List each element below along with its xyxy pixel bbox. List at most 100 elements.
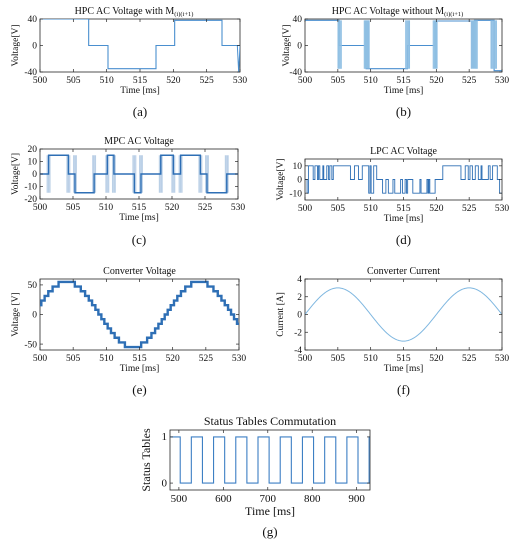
- series-line: [40, 154, 238, 194]
- chart-title-text: Converter Current: [367, 266, 440, 277]
- x-tick-label: 520: [166, 76, 181, 86]
- chart-a: 500 505 510 515 520 525 530 -40 0 40 HPC AC Voltag…: [11, 6, 247, 119]
- chart-title: MPC AC Voltage: [104, 136, 174, 147]
- x-tick-label: 525: [199, 354, 214, 364]
- y-tick-label: 0: [297, 176, 302, 186]
- panel-caption: (b): [396, 104, 411, 119]
- x-tick-label: 510: [99, 203, 114, 213]
- x-tick-label: 700: [260, 493, 277, 505]
- plot-area: [39, 278, 240, 351]
- x-tick-label: 515: [396, 204, 411, 214]
- x-axis-label: Time [ms]: [384, 86, 424, 96]
- y-tick-label: 0: [297, 311, 302, 321]
- y-tick-label: 0: [297, 42, 302, 52]
- chart-title-text: HPC AC Voltage with M: [75, 6, 175, 17]
- y-axis-label: Status Tables: [139, 428, 153, 492]
- x-axis-label: Time [ms]: [120, 86, 160, 96]
- x-tick-label: 530: [495, 204, 510, 214]
- x-tick-label: 510: [364, 354, 379, 364]
- chart-title-text: MPC AC Voltage: [104, 136, 174, 147]
- current-sine: [305, 287, 502, 342]
- x-tick-label: 500: [298, 354, 313, 364]
- y-tick-label: -40: [24, 68, 37, 78]
- chart-g: 500 600 700 800 900 0 1 Status Tables Commutati…: [139, 414, 371, 539]
- chart-title: Status Tables Commutation: [204, 414, 336, 428]
- x-tick-label: 500: [33, 203, 48, 213]
- staircase-voltage: [40, 280, 239, 349]
- plot-area: [169, 429, 371, 491]
- data-layer: [305, 19, 502, 72]
- data-layer: [305, 165, 502, 194]
- x-tick-label: 505: [331, 76, 346, 86]
- chart-title: LPC AC Voltage: [370, 146, 437, 157]
- y-axis-label: Voltage[V]: [11, 153, 21, 195]
- x-tick-label: 530: [495, 354, 510, 364]
- x-tick-label: 510: [100, 76, 115, 86]
- y-tick-label: -10: [289, 189, 302, 199]
- y-tick-label: 50: [28, 281, 38, 291]
- x-tick-label: 530: [233, 76, 248, 86]
- x-tick-label: 505: [331, 204, 346, 214]
- x-tick-label: 500: [298, 76, 313, 86]
- chart-f: 500 505 510 515 520 525 530 -4 -2 0 2 4 Converter Cu…: [276, 266, 509, 397]
- y-tick-label: 0: [32, 311, 37, 321]
- panel-caption: (e): [132, 382, 146, 397]
- x-tick-label: 510: [364, 204, 379, 214]
- panel-caption: (a): [133, 104, 147, 119]
- plot-area: [304, 278, 503, 351]
- y-tick-label: 2: [297, 293, 302, 303]
- panel-caption: (d): [396, 232, 411, 247]
- x-tick-label: 800: [304, 493, 321, 505]
- x-tick-label: 525: [198, 203, 213, 213]
- x-axis-label: Time [ms]: [245, 504, 295, 518]
- x-tick-label: 500: [298, 204, 313, 214]
- chart-title: Converter Voltage: [103, 266, 176, 277]
- x-tick-label: 530: [495, 76, 510, 86]
- chart-c: 500 505 510 515 520 525 530 -20 -10 0 10 20 MPC AC V…: [11, 136, 245, 247]
- x-tick-label: 520: [429, 76, 444, 86]
- chart-title: HPC AC Voltage with M(i)(i+1): [75, 6, 194, 18]
- chart-title-subscript: (i)(i+1): [174, 11, 193, 18]
- data-layer: [40, 19, 240, 72]
- chart-title-text: Converter Voltage: [103, 266, 176, 277]
- x-tick-label: 510: [99, 354, 114, 364]
- y-axis-label: Voltage[V]: [276, 158, 286, 200]
- x-tick-label: 520: [429, 204, 444, 214]
- x-tick-label: 500: [171, 493, 188, 505]
- x-tick-label: 515: [132, 203, 147, 213]
- x-tick-label: 505: [66, 76, 81, 86]
- y-tick-label: 20: [28, 145, 38, 155]
- x-tick-label: 530: [231, 203, 246, 213]
- series-line: [40, 19, 240, 70]
- y-tick-label: 10: [293, 162, 303, 172]
- y-axis-label: Voltage [V]: [11, 292, 21, 336]
- x-tick-label: 900: [348, 493, 365, 505]
- y-tick-label: -4: [294, 346, 302, 356]
- y-tick-label: -20: [24, 195, 37, 205]
- chart-d: 500 505 510 515 520 525 530 -10 0 10 LPC AC Voltag…: [276, 146, 509, 247]
- y-tick-label: 0: [162, 477, 168, 489]
- x-tick-label: 515: [133, 76, 148, 86]
- x-tick-label: 520: [166, 354, 181, 364]
- data-layer: [40, 280, 239, 349]
- chart-title-text: HPC AC Voltage without M: [332, 6, 445, 17]
- x-tick-label: 515: [396, 76, 411, 86]
- plot-area: [39, 18, 241, 73]
- x-tick-label: 520: [165, 203, 180, 213]
- x-tick-label: 505: [66, 354, 81, 364]
- y-tick-label: -50: [24, 340, 37, 350]
- y-tick-label: -40: [289, 68, 302, 78]
- x-axis-label: Time [ms]: [384, 364, 424, 374]
- panel-caption: (g): [262, 524, 277, 539]
- x-tick-label: 600: [215, 493, 232, 505]
- y-tick-label: 10: [28, 158, 38, 168]
- chart-e: 500 505 510 515 520 525 530 -50 0 50 Converter Vol…: [11, 266, 246, 397]
- x-tick-label: 525: [462, 76, 477, 86]
- x-tick-label: 525: [200, 76, 215, 86]
- x-tick-label: 515: [132, 354, 147, 364]
- edge-spike: [236, 45, 240, 72]
- x-tick-label: 525: [462, 204, 477, 214]
- chart-title: HPC AC Voltage without M(i)(i+1): [332, 6, 464, 18]
- y-axis-label: Current [A]: [276, 292, 286, 337]
